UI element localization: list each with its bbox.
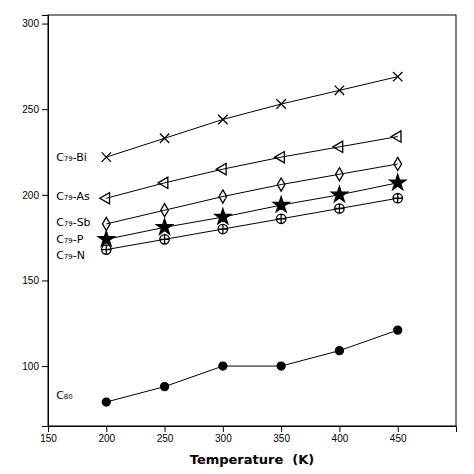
annotation: C₇₉-Bi (56, 151, 87, 164)
x-tick-label: 350 (273, 433, 290, 444)
y-tick-mark (42, 366, 48, 367)
y-tick-label: 250 (22, 104, 39, 115)
annotations: C₇₉-Bi C₇₉-As C₇₉-Sb C₇₉-P C₇₉-N C₈₀ (56, 151, 90, 402)
y-tick: 150 (22, 275, 48, 286)
series-point (335, 86, 344, 95)
x-tick-label: 200 (98, 433, 115, 444)
series-point (161, 204, 169, 217)
y-tick-mark (42, 109, 48, 110)
series-point (216, 163, 226, 174)
y-tick: 100 (22, 361, 48, 372)
series-point (276, 214, 285, 223)
series (102, 194, 403, 255)
series-line (106, 137, 397, 199)
x-tick: 150 (40, 426, 57, 444)
series-point (102, 245, 111, 254)
y-axis: 100 150 200 250 300 (22, 16, 48, 427)
y-tick: 200 (22, 190, 48, 201)
series-point (333, 141, 343, 152)
series-point (335, 204, 344, 213)
series-point (277, 362, 285, 370)
series-line (106, 77, 397, 157)
series-point (218, 224, 227, 233)
series-point (158, 177, 168, 188)
y-tick-mark (42, 280, 48, 281)
plot-frame (48, 15, 456, 426)
marks (98, 72, 405, 406)
x-tick-label: 300 (215, 433, 232, 444)
series-point (394, 326, 402, 334)
annotation: C₈₀ (56, 389, 73, 402)
series-point (393, 194, 402, 203)
x-tick: 450 (390, 426, 407, 444)
series-point (336, 168, 344, 181)
y-tick-mark (42, 195, 48, 196)
x-tick-label: 450 (390, 433, 407, 444)
x-tick-label: 400 (332, 433, 349, 444)
y-tick-mark (42, 24, 48, 25)
series-point (275, 152, 285, 163)
series-point (102, 152, 111, 161)
series-point (100, 193, 110, 204)
annotation: C₇₉-As (56, 190, 90, 203)
series-point (219, 362, 227, 370)
series (102, 72, 403, 162)
axis-line (49, 427, 457, 433)
series-point (390, 174, 406, 189)
series-point (215, 209, 231, 224)
series-point (157, 219, 173, 234)
series-line (106, 164, 397, 224)
y-tick-label: 300 (22, 18, 39, 29)
series-point (394, 157, 402, 170)
series-point (161, 383, 169, 391)
axis-line (42, 16, 49, 427)
series-point (102, 398, 110, 406)
x-tick-mark (165, 426, 166, 432)
x-tick-mark (398, 426, 399, 432)
series-point (393, 72, 402, 81)
x-tick-label: 250 (157, 433, 174, 444)
series-point (331, 186, 347, 201)
chart: 150 200 250 300 350 400 450 100 150 200 250 300 C₇₉-… (0, 0, 474, 474)
series (102, 326, 401, 406)
x-axis-title: Temperature (K) (190, 452, 315, 467)
series (102, 157, 401, 230)
annotation: C₇₉-Sb (56, 216, 90, 229)
x-tick: 350 (273, 426, 290, 444)
x-tick: 400 (332, 426, 349, 444)
y-tick-label: 150 (22, 275, 39, 286)
series (100, 131, 401, 204)
series-point (219, 190, 227, 203)
x-tick: 250 (157, 426, 174, 444)
series-line (106, 198, 397, 249)
series-point (276, 99, 285, 108)
x-tick-mark (223, 426, 224, 432)
x-axis: 150 200 250 300 350 400 450 (40, 426, 456, 444)
series-point (160, 134, 169, 143)
series-point (98, 231, 114, 246)
annotation: C₇₉-N (56, 249, 85, 262)
x-tick: 300 (215, 426, 232, 444)
series-line (106, 330, 397, 402)
x-tick-mark (339, 426, 340, 432)
x-tick: 200 (98, 426, 115, 444)
series-point (277, 178, 285, 191)
series-point (391, 131, 401, 142)
series (98, 174, 405, 246)
plot: 150 200 250 300 350 400 450 100 150 200 250 300 C₇₉-… (22, 15, 456, 444)
x-tick-mark (106, 426, 107, 432)
x-tick-mark (281, 426, 282, 432)
y-tick: 300 (22, 18, 48, 29)
series-point (273, 197, 289, 212)
x-tick-label: 150 (40, 433, 57, 444)
y-tick: 250 (22, 104, 48, 115)
series-point (102, 217, 110, 230)
series-point (160, 235, 169, 244)
y-tick-label: 100 (22, 361, 39, 372)
y-tick-label: 200 (22, 190, 39, 201)
series-point (218, 115, 227, 124)
series-point (335, 347, 343, 355)
annotation: C₇₉-P (56, 233, 83, 246)
series-line (106, 183, 397, 240)
